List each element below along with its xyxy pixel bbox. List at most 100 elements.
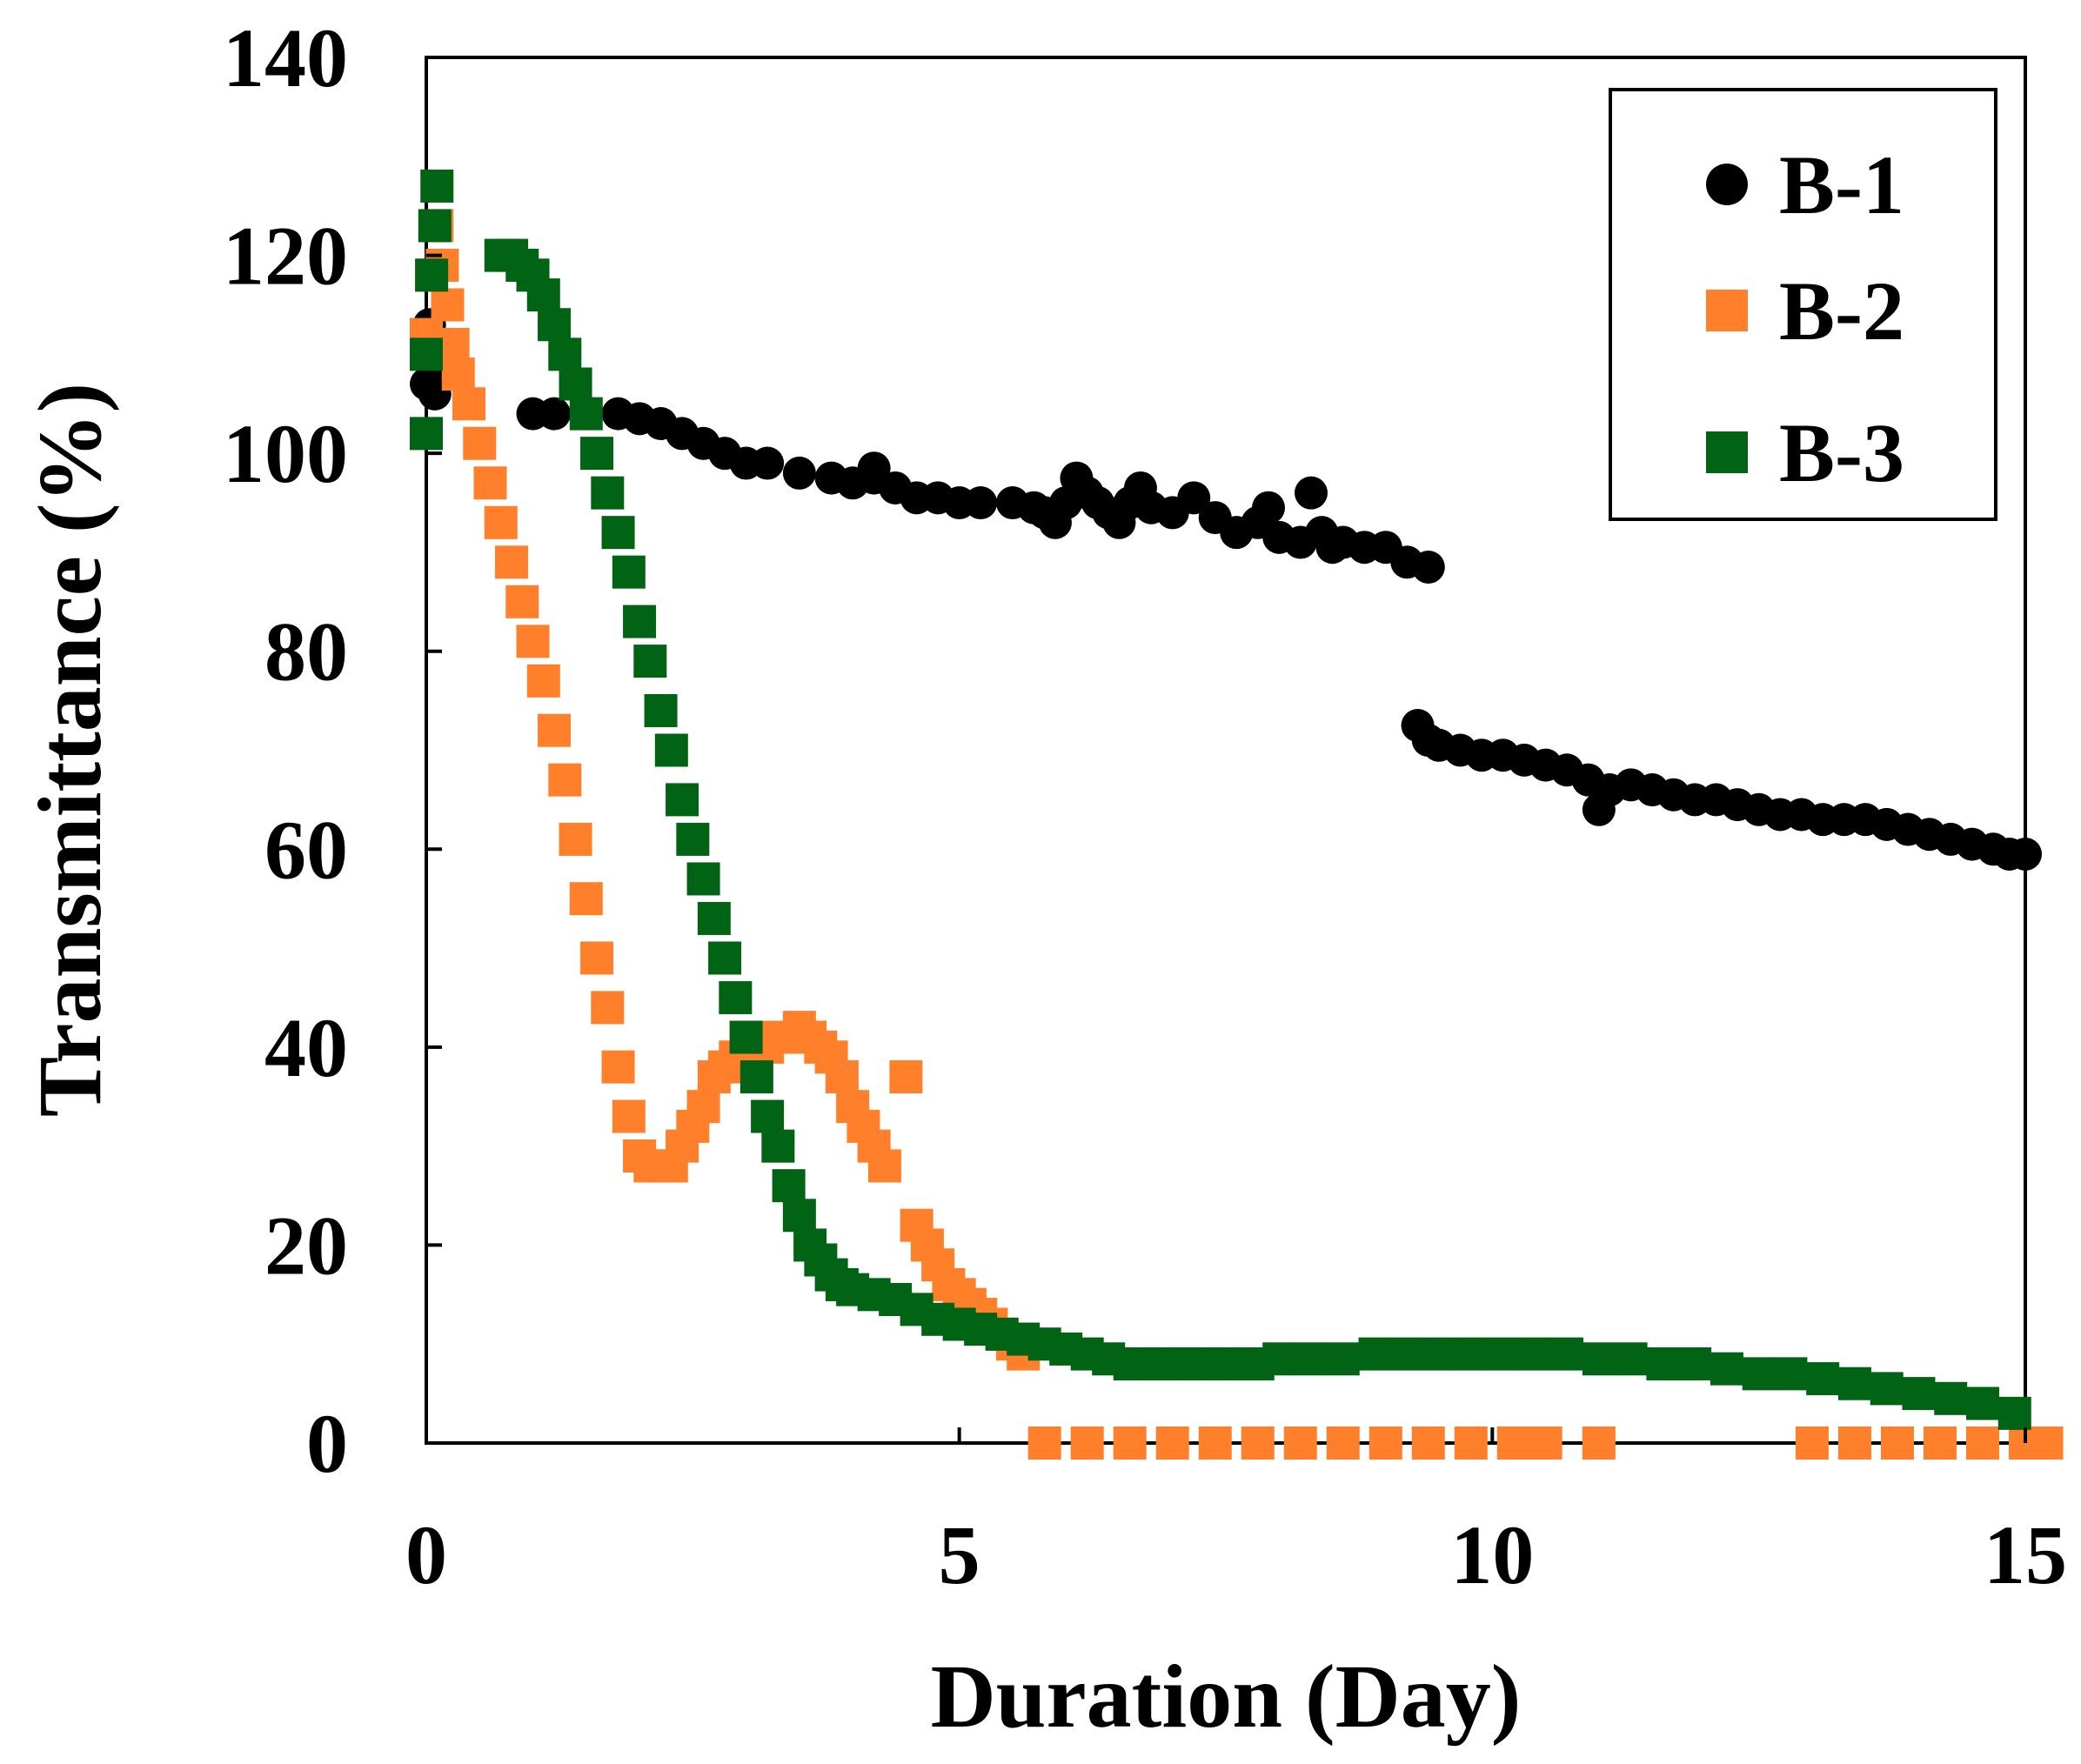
- data-point-B-2: [1241, 1427, 1275, 1460]
- data-point-B-3: [415, 258, 449, 292]
- data-point-B-2: [591, 991, 625, 1025]
- data-point-B-3: [666, 783, 699, 817]
- legend-marker-B-3: [1706, 431, 1748, 473]
- data-point-B-2: [889, 1059, 923, 1093]
- data-point-B-3: [1518, 1337, 1552, 1371]
- data-point-B-2: [1880, 1427, 1914, 1460]
- data-point-B-2: [569, 882, 603, 916]
- data-point-B-2: [686, 1090, 720, 1124]
- data-point-B-2: [505, 585, 539, 618]
- data-point-B-3: [559, 367, 592, 401]
- data-point-B-2: [825, 1059, 859, 1093]
- data-point-B-2: [1582, 1427, 1616, 1460]
- data-point-B-3: [719, 980, 753, 1014]
- data-point-B-3: [1262, 1342, 1296, 1376]
- legend-marker-B-2: [1706, 290, 1748, 331]
- data-point-B-2: [1113, 1427, 1147, 1460]
- series-B-3: [410, 169, 2031, 1430]
- data-point-B-3: [418, 209, 452, 243]
- data-point-B-3: [1678, 1346, 1712, 1380]
- data-point-B-3: [526, 278, 560, 312]
- legend-label-B-2: B-2: [1779, 264, 1904, 357]
- y-tick-label: 60: [264, 803, 348, 896]
- data-point-B-2: [1326, 1427, 1360, 1460]
- data-point-B-2: [601, 1050, 635, 1084]
- x-tick-label: 10: [1450, 1508, 1534, 1601]
- data-point-B-3: [1710, 1352, 1743, 1386]
- x-tick-label: 5: [939, 1508, 980, 1601]
- data-point-B-3: [591, 476, 625, 510]
- data-point-B-2: [2030, 1427, 2064, 1460]
- data-point-B-3: [708, 941, 742, 975]
- data-point-B-2: [867, 1149, 901, 1183]
- data-point-B-3: [420, 169, 454, 203]
- data-point-B-3: [1742, 1357, 1776, 1391]
- data-point-B-2: [1027, 1427, 1061, 1460]
- data-point-B-3: [548, 337, 582, 371]
- data-point-B-1: [857, 451, 891, 485]
- legend-label-B-1: B-1: [1779, 138, 1904, 231]
- data-point-B-3: [1454, 1337, 1488, 1371]
- y-axis: 0 20 40 60 80 100 120 140: [223, 11, 442, 1490]
- data-point-B-3: [729, 1020, 763, 1054]
- data-point-B-3: [410, 337, 443, 371]
- data-point-B-1: [1411, 550, 1445, 584]
- data-point-B-3: [1806, 1362, 1840, 1396]
- data-point-B-2: [1965, 1427, 1999, 1460]
- data-point-B-2: [473, 466, 507, 500]
- data-point-B-3: [1934, 1381, 1968, 1415]
- data-point-B-3: [782, 1199, 816, 1233]
- data-point-B-3: [1646, 1346, 1680, 1380]
- data-point-B-2: [538, 713, 572, 747]
- x-axis: 0 5 10 15: [405, 1427, 2067, 1601]
- data-point-B-3: [623, 605, 657, 638]
- data-point-B-1: [751, 446, 785, 480]
- data-point-B-3: [1997, 1396, 2031, 1430]
- data-point-B-1: [1252, 491, 1286, 525]
- y-tick-label: 100: [223, 407, 348, 500]
- data-point-B-2: [516, 625, 550, 658]
- data-point-B-3: [1326, 1342, 1360, 1376]
- data-point-B-3: [697, 901, 731, 935]
- data-point-B-3: [1486, 1337, 1520, 1371]
- data-point-B-3: [1837, 1366, 1871, 1400]
- data-point-B-3: [1614, 1342, 1648, 1376]
- data-point-B-2: [580, 941, 614, 975]
- data-point-B-3: [601, 516, 635, 550]
- data-point-B-2: [495, 545, 529, 579]
- data-point-B-1: [538, 397, 572, 431]
- data-point-B-2: [1283, 1427, 1317, 1460]
- data-point-B-2: [484, 505, 518, 539]
- data-point-B-2: [559, 822, 592, 856]
- y-tick-label: 140: [223, 11, 348, 104]
- data-point-B-2: [463, 426, 497, 460]
- y-tick-label: 80: [264, 605, 348, 698]
- data-point-B-3: [1774, 1357, 1808, 1391]
- data-point-B-3: [569, 397, 603, 431]
- data-point-B-3: [1358, 1337, 1392, 1371]
- data-point-B-3: [1965, 1386, 1999, 1420]
- data-point-B-2: [1496, 1427, 1530, 1460]
- data-point-B-3: [644, 693, 678, 727]
- data-point-B-2: [1923, 1427, 1957, 1460]
- data-point-B-3: [1902, 1377, 1936, 1411]
- plot-area: [410, 56, 2064, 1460]
- y-tick-label: 20: [264, 1199, 348, 1292]
- data-point-B-1: [2009, 837, 2042, 871]
- data-point-B-2: [1198, 1427, 1232, 1460]
- data-point-B-3: [580, 437, 614, 471]
- data-point-B-2: [1411, 1427, 1445, 1460]
- data-point-B-2: [1795, 1427, 1829, 1460]
- data-point-B-3: [751, 1099, 785, 1133]
- data-point-B-3: [538, 308, 572, 342]
- data-point-B-3: [772, 1169, 806, 1203]
- data-point-B-3: [1550, 1337, 1584, 1371]
- data-point-B-1: [1295, 476, 1328, 510]
- legend-box: [1609, 88, 1997, 521]
- x-axis-title: Duration (Day): [931, 1647, 1522, 1747]
- legend: B-1 B-2 B-3: [1609, 88, 1997, 521]
- data-markers: [410, 169, 2064, 1460]
- data-point-B-3: [654, 733, 688, 767]
- data-point-B-3: [410, 417, 443, 451]
